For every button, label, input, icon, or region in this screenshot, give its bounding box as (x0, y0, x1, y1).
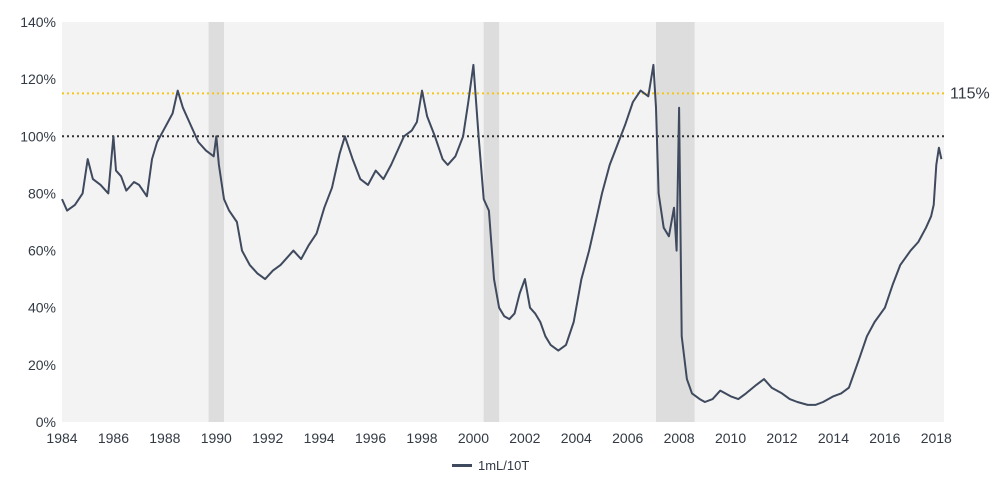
reference-line-label: 115% (950, 85, 990, 102)
x-tick-label: 1990 (201, 430, 232, 446)
x-tick-label: 1996 (355, 430, 386, 446)
y-tick-label: 0% (36, 414, 56, 430)
series-line (61, 63, 943, 406)
x-tick-label: 2002 (509, 430, 540, 446)
y-axis-ticks: 0% 20% 40% 60% 80% 100% 120% 140% (20, 14, 56, 430)
x-tick-label: 2012 (766, 430, 797, 446)
x-tick-label: 2016 (869, 430, 900, 446)
y-tick-label: 100% (20, 128, 56, 144)
x-tick-label: 2010 (715, 430, 746, 446)
y-tick-label: 40% (28, 300, 56, 316)
x-tick-label: 1998 (406, 430, 437, 446)
x-tick-label: 2004 (561, 430, 592, 446)
x-tick-label: 2000 (458, 430, 489, 446)
x-tick-label: 2014 (818, 430, 849, 446)
annotations: 115% (950, 85, 990, 102)
y-tick-label: 60% (28, 243, 56, 259)
x-tick-label: 1994 (304, 430, 335, 446)
x-tick-label: 2018 (921, 430, 952, 446)
x-tick-label: 1984 (46, 430, 77, 446)
y-tick-label: 120% (20, 71, 56, 87)
y-tick-label: 80% (28, 185, 56, 201)
recession-band (483, 22, 500, 422)
series-layer (61, 63, 943, 406)
x-tick-label: 1992 (252, 430, 283, 446)
recession-shading (208, 22, 695, 422)
y-tick-label: 140% (20, 14, 56, 30)
x-tick-label: 2006 (612, 430, 643, 446)
reference-lines (62, 92, 944, 138)
plot-background (62, 22, 944, 422)
legend-label: 1mL/10T (478, 458, 530, 473)
y-tick-label: 20% (28, 357, 56, 373)
recession-band (208, 22, 224, 422)
x-tick-label: 1988 (149, 430, 180, 446)
x-tick-label: 2008 (664, 430, 695, 446)
x-tick-label: 1986 (98, 430, 129, 446)
legend: 1mL/10T (452, 458, 529, 473)
x-axis-ticks: 1984 1986 1988 1990 1992 1994 1996 1998 2000 2002… (46, 430, 952, 446)
legend-swatch (452, 464, 472, 467)
